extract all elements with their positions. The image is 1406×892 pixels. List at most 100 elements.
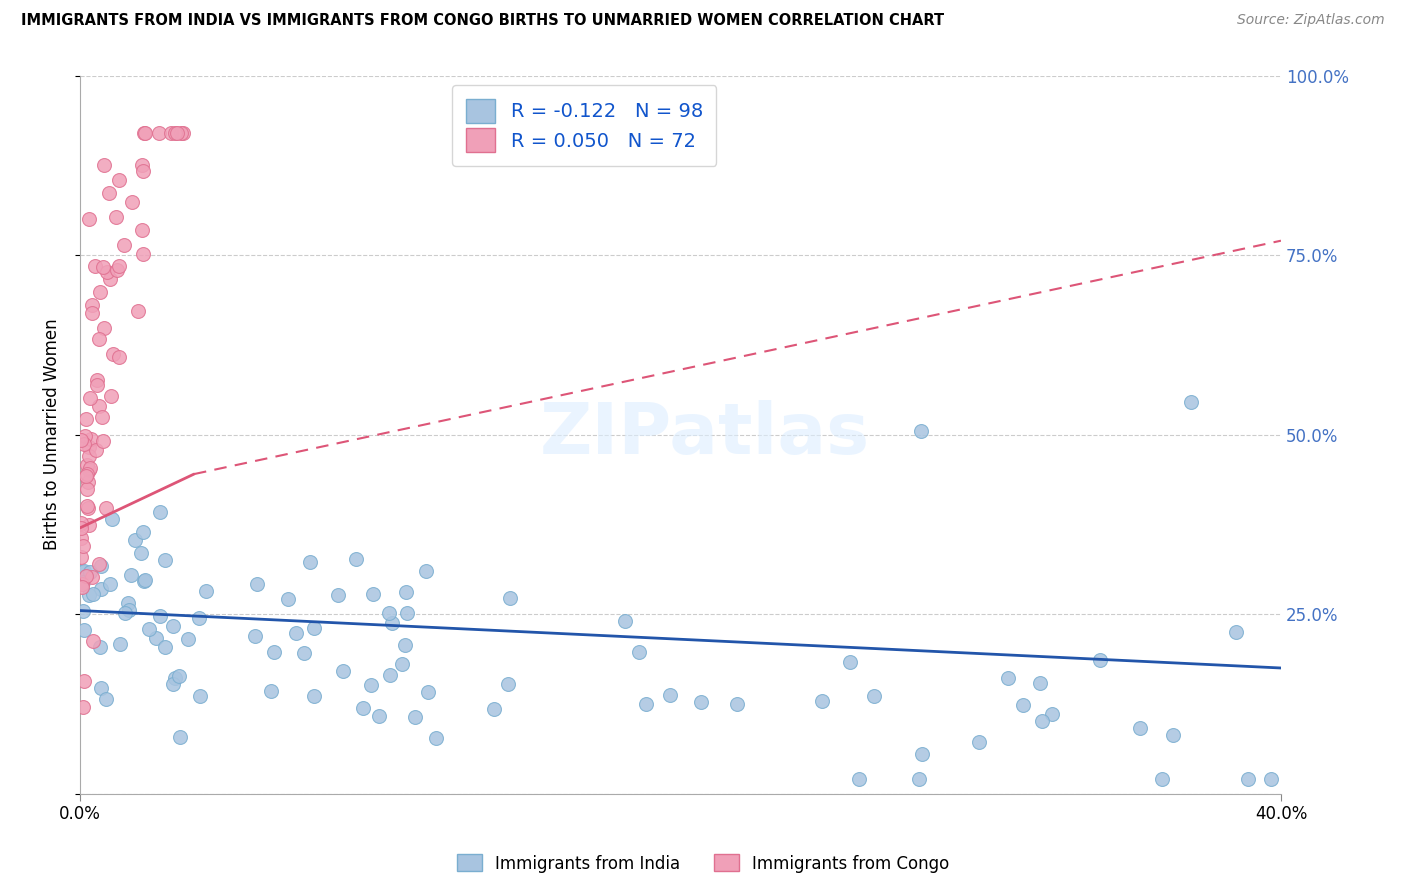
Point (1090, 653, 1112, 667)
Point (76, 499, 98, 513)
Point (134, 574, 156, 588)
Point (132, 524, 155, 539)
Point (91, 260, 114, 274)
Point (76, 458, 98, 473)
Point (145, 631, 167, 645)
Point (188, 689, 211, 703)
Point (103, 347, 125, 361)
Point (75, 412, 97, 426)
Point (117, 596, 139, 610)
Point (77, 450, 100, 464)
Point (166, 126, 188, 140)
Point (132, 164, 155, 178)
Point (70, 433, 93, 447)
Point (70, 516, 93, 531)
Point (104, 211, 127, 225)
Point (131, 247, 153, 261)
Point (153, 640, 176, 655)
Point (415, 564, 437, 578)
Point (690, 694, 713, 708)
Point (134, 126, 156, 140)
Point (332, 664, 354, 678)
Point (75, 429, 97, 443)
Point (627, 645, 650, 659)
Point (112, 238, 135, 252)
Point (1129, 721, 1152, 735)
Point (72, 577, 94, 591)
Point (367, 709, 389, 723)
Text: ZIPatlas: ZIPatlas (540, 401, 869, 469)
Point (86, 377, 108, 392)
Point (352, 701, 374, 715)
Point (76, 467, 98, 482)
Point (169, 731, 191, 745)
Point (90, 410, 112, 425)
Point (131, 223, 153, 237)
Point (165, 671, 187, 685)
Point (1031, 714, 1053, 728)
Point (124, 533, 146, 548)
Point (76, 482, 98, 496)
Point (75, 569, 97, 583)
Point (77, 212, 100, 227)
Point (425, 731, 447, 745)
Point (1028, 676, 1050, 690)
Point (114, 606, 136, 620)
Point (80, 570, 103, 584)
Point (108, 259, 131, 273)
Point (127, 304, 149, 318)
Point (404, 709, 426, 723)
Point (148, 126, 170, 140)
Point (361, 587, 384, 601)
Point (659, 688, 682, 702)
Point (302, 620, 325, 634)
Point (72, 565, 94, 579)
Point (82, 634, 104, 648)
Point (839, 655, 862, 669)
Point (131, 157, 153, 171)
Point (292, 646, 315, 660)
Point (73, 673, 96, 688)
Point (138, 622, 160, 636)
Text: Source: ZipAtlas.com: Source: ZipAtlas.com (1237, 13, 1385, 28)
Point (79, 463, 101, 477)
Point (194, 583, 217, 598)
Point (1260, 772, 1282, 787)
Point (80, 432, 103, 446)
Point (89, 285, 111, 299)
Point (90, 681, 112, 696)
Point (163, 126, 186, 140)
Point (70, 531, 93, 545)
Point (134, 126, 156, 140)
Point (91, 434, 114, 448)
Point (243, 629, 266, 643)
Point (391, 657, 413, 672)
Point (79, 392, 101, 406)
Point (862, 689, 884, 703)
Point (94, 500, 117, 515)
Point (153, 553, 176, 567)
Point (395, 607, 418, 621)
Point (326, 588, 349, 602)
Point (1180, 395, 1202, 409)
Point (304, 689, 326, 703)
Point (98, 577, 121, 591)
Point (636, 697, 658, 711)
Point (70, 521, 93, 535)
Point (79, 461, 101, 475)
Point (89, 399, 111, 413)
Point (107, 262, 129, 277)
Point (72, 624, 94, 638)
Point (89, 640, 111, 655)
Point (162, 619, 184, 633)
Point (70, 580, 93, 594)
Point (98, 272, 121, 286)
Point (96, 264, 118, 278)
Point (967, 735, 990, 749)
Point (108, 350, 131, 364)
Point (848, 772, 870, 787)
Point (87, 557, 110, 571)
Point (380, 616, 402, 631)
Point (394, 638, 416, 652)
Point (80, 298, 103, 312)
